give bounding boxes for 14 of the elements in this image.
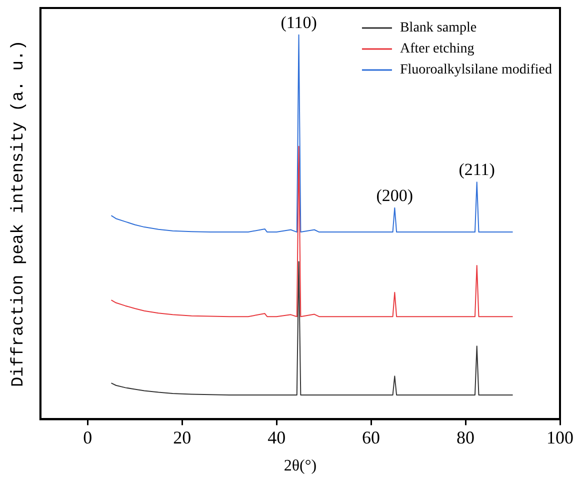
annotation: (200) bbox=[376, 186, 414, 205]
y-axis-title: Diffraction peak intensity (a. u.) bbox=[10, 40, 29, 388]
x-tick-label: 40 bbox=[268, 428, 286, 448]
x-tick-label: 20 bbox=[173, 428, 192, 448]
legend-label: Fluoroalkylsilane modified bbox=[400, 62, 552, 78]
annotation: (110) bbox=[280, 12, 317, 32]
x-axis-title: 2θ(°) bbox=[284, 458, 317, 475]
legend-label: Blank sample bbox=[400, 20, 477, 36]
x-tick-label: 100 bbox=[546, 428, 574, 448]
annotation: (211) bbox=[458, 160, 495, 180]
x-tick-label: 0 bbox=[83, 428, 92, 448]
x-tick-label: 60 bbox=[362, 428, 380, 448]
x-tick-label: 80 bbox=[456, 428, 475, 448]
legend-label: After etching bbox=[400, 42, 474, 57]
